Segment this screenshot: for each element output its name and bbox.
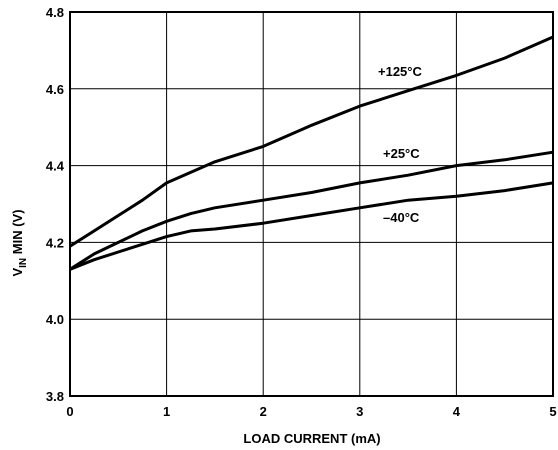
y-axis-title-sub: IN [18,258,29,268]
y-tick-label: 4.8 [46,5,64,20]
y-tick-label: 4.0 [46,312,64,327]
y-tick-label: 4.2 [46,235,64,250]
grid [69,11,554,397]
series-line-minus40c [69,181,554,271]
series-line-125c [69,35,554,248]
x-tick-label: 0 [66,404,73,419]
series-line-25c [69,150,554,271]
y-axis-title-rest: MIN (V) [10,209,25,257]
y-axis-title: VIN MIN (V) [10,209,29,276]
x-axis-title: LOAD CURRENT (mA) [243,431,380,446]
x-tick-label: 3 [356,404,363,419]
y-axis-title-main: V [10,268,25,277]
y-tick-label: 4.4 [46,159,65,174]
x-tick-label: 4 [453,404,461,419]
plot-frame [69,11,554,397]
series-lines [69,35,554,271]
series-label-25c: +25°C [383,146,420,161]
series-label-125c: +125°C [378,64,422,79]
series-labels: +125°C +25°C –40°C [378,64,422,225]
y-tick-label: 3.8 [46,389,64,404]
series-label-minus40c: –40°C [383,210,420,225]
tick-labels: 0 1 2 3 4 5 3.8 4.0 4.2 4.4 4.6 4.8 [46,5,557,419]
y-tick-label: 4.6 [46,82,64,97]
x-tick-label: 1 [163,404,170,419]
x-tick-label: 5 [549,404,556,419]
x-tick-label: 2 [260,404,267,419]
